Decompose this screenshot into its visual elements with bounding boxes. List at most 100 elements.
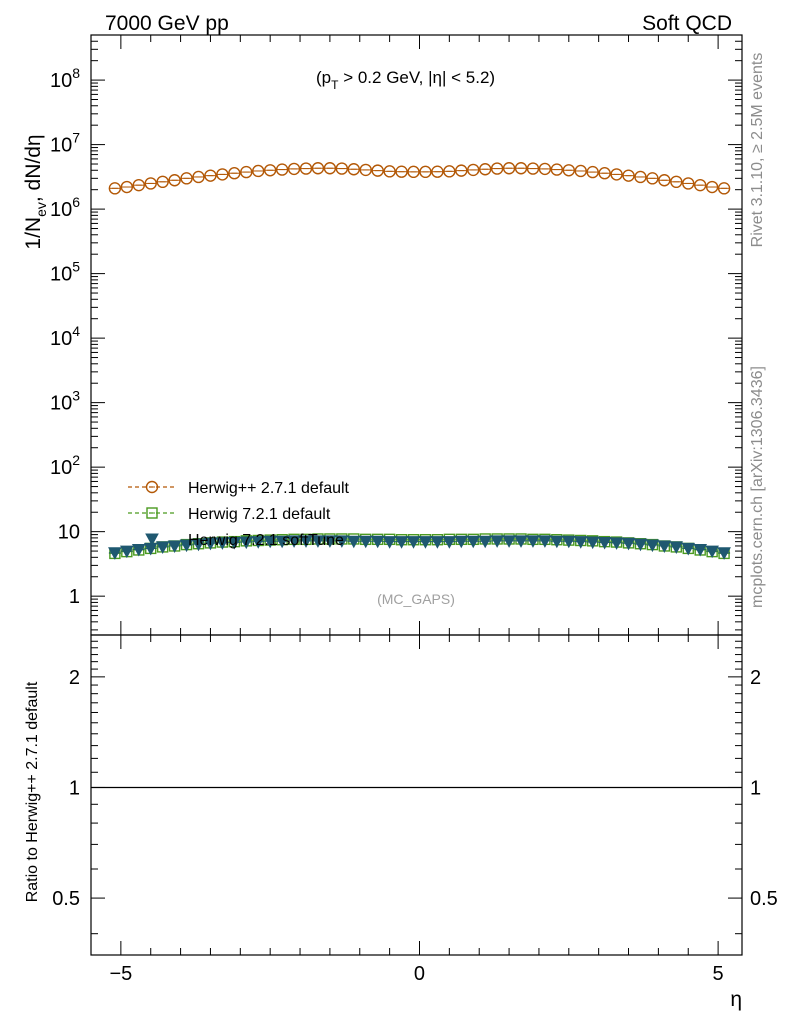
data-point <box>191 538 206 552</box>
marker-triangle <box>550 535 564 549</box>
data-point <box>120 180 134 194</box>
marker-triangle <box>669 541 684 554</box>
data-point <box>682 177 695 190</box>
marker-triangle <box>145 533 159 547</box>
data-point <box>514 535 528 548</box>
marker-circle <box>108 182 122 195</box>
main-axis-ticks: 1 10 102 103 104 105 106 107 108 <box>50 34 742 635</box>
ratio-y-tick-label: 1 <box>69 777 80 799</box>
data-point <box>346 535 361 549</box>
data-point <box>370 535 385 549</box>
marker-circle <box>467 163 480 177</box>
marker-circle <box>431 165 444 178</box>
data-point <box>228 167 241 180</box>
marker-triangle <box>346 535 361 549</box>
data-point <box>430 536 445 549</box>
marker-circle <box>717 182 731 195</box>
data-point <box>717 182 731 195</box>
marker-circle <box>156 175 169 189</box>
legend: Herwig++ 2.7.1 default Herwig 7.2.1 defa… <box>128 480 350 549</box>
marker-circle <box>311 162 325 175</box>
marker-triangle <box>131 543 146 557</box>
marker-triangle <box>693 543 708 557</box>
marker-triangle <box>191 538 206 552</box>
data-point <box>633 538 648 552</box>
data-point <box>645 539 660 553</box>
data-point <box>717 547 731 560</box>
marker-circle <box>228 167 241 180</box>
marker-triangle <box>717 547 731 560</box>
data-point <box>167 540 182 554</box>
data-point <box>144 177 157 190</box>
data-point <box>382 536 397 549</box>
marker-circle <box>144 177 157 190</box>
main-y-tick-label: 108 <box>50 65 80 92</box>
data-point <box>299 162 313 175</box>
marker-circle <box>252 164 265 178</box>
marker-circle <box>514 162 528 175</box>
marker-triangle <box>478 535 493 549</box>
marker-triangle <box>227 536 242 550</box>
data-point <box>573 536 588 549</box>
data-point <box>108 547 122 560</box>
legend-marker-herwigpp-271 <box>128 480 176 494</box>
x-tick-label: 5 <box>713 963 724 985</box>
data-point <box>155 541 170 554</box>
marker-triangle <box>561 535 576 549</box>
data-point <box>538 535 552 548</box>
data-point <box>693 178 707 192</box>
marker-triangle <box>609 537 624 550</box>
series-2 <box>108 535 731 560</box>
data-point <box>371 164 384 177</box>
data-point <box>287 535 301 548</box>
marker-circle <box>216 168 229 181</box>
data-point <box>323 162 337 175</box>
marker-circle <box>275 163 289 176</box>
marker-circle <box>263 164 277 177</box>
data-point <box>311 162 325 175</box>
ratio-y-tick-label-right: 1 <box>750 777 761 799</box>
marker-circle <box>478 163 492 176</box>
marker-circle <box>550 163 564 176</box>
marker-triangle <box>526 535 540 548</box>
marker-circle <box>395 165 408 178</box>
data-point <box>394 536 409 549</box>
data-point <box>204 169 217 182</box>
data-point <box>622 169 635 182</box>
data-point <box>203 537 218 551</box>
marker-triangle <box>119 545 134 559</box>
marker-circle <box>132 178 145 192</box>
marker-circle <box>526 162 540 175</box>
marker-triangle <box>275 535 289 549</box>
marker-triangle <box>657 540 672 554</box>
data-point <box>669 541 684 554</box>
data-point <box>550 163 564 176</box>
data-point <box>252 164 265 178</box>
data-point <box>609 537 624 550</box>
marker-triangle <box>597 536 612 550</box>
data-point <box>287 162 301 176</box>
marker-circle <box>705 180 719 194</box>
marker-circle <box>670 175 683 189</box>
data-point <box>131 543 146 557</box>
marker-triangle <box>514 535 528 548</box>
data-point <box>502 535 516 548</box>
main-y-tick-label: 104 <box>50 323 80 350</box>
data-point <box>215 537 230 550</box>
marker-triangle <box>251 536 266 549</box>
ratio-y-axis-label: Ratio to Herwig++ 2.7.1 default <box>24 681 41 902</box>
data-point <box>108 182 122 195</box>
data-point <box>442 536 457 549</box>
data-point <box>621 537 636 551</box>
mcplots-side-label: mcplots.cern.ch [arXiv:1306.3436] <box>749 366 766 608</box>
marker-triangle <box>263 535 278 549</box>
marker-circle <box>204 169 217 182</box>
marker-triangle <box>382 536 397 549</box>
data-point <box>693 543 708 557</box>
ratio-axis-ticks: 0.5 0.5 1 1 2 2 −5 0 5 <box>52 635 778 985</box>
data-point <box>478 163 492 176</box>
marker-circle <box>347 163 360 176</box>
marker-circle <box>682 177 695 190</box>
data-point <box>263 164 277 177</box>
marker-triangle <box>621 537 636 551</box>
